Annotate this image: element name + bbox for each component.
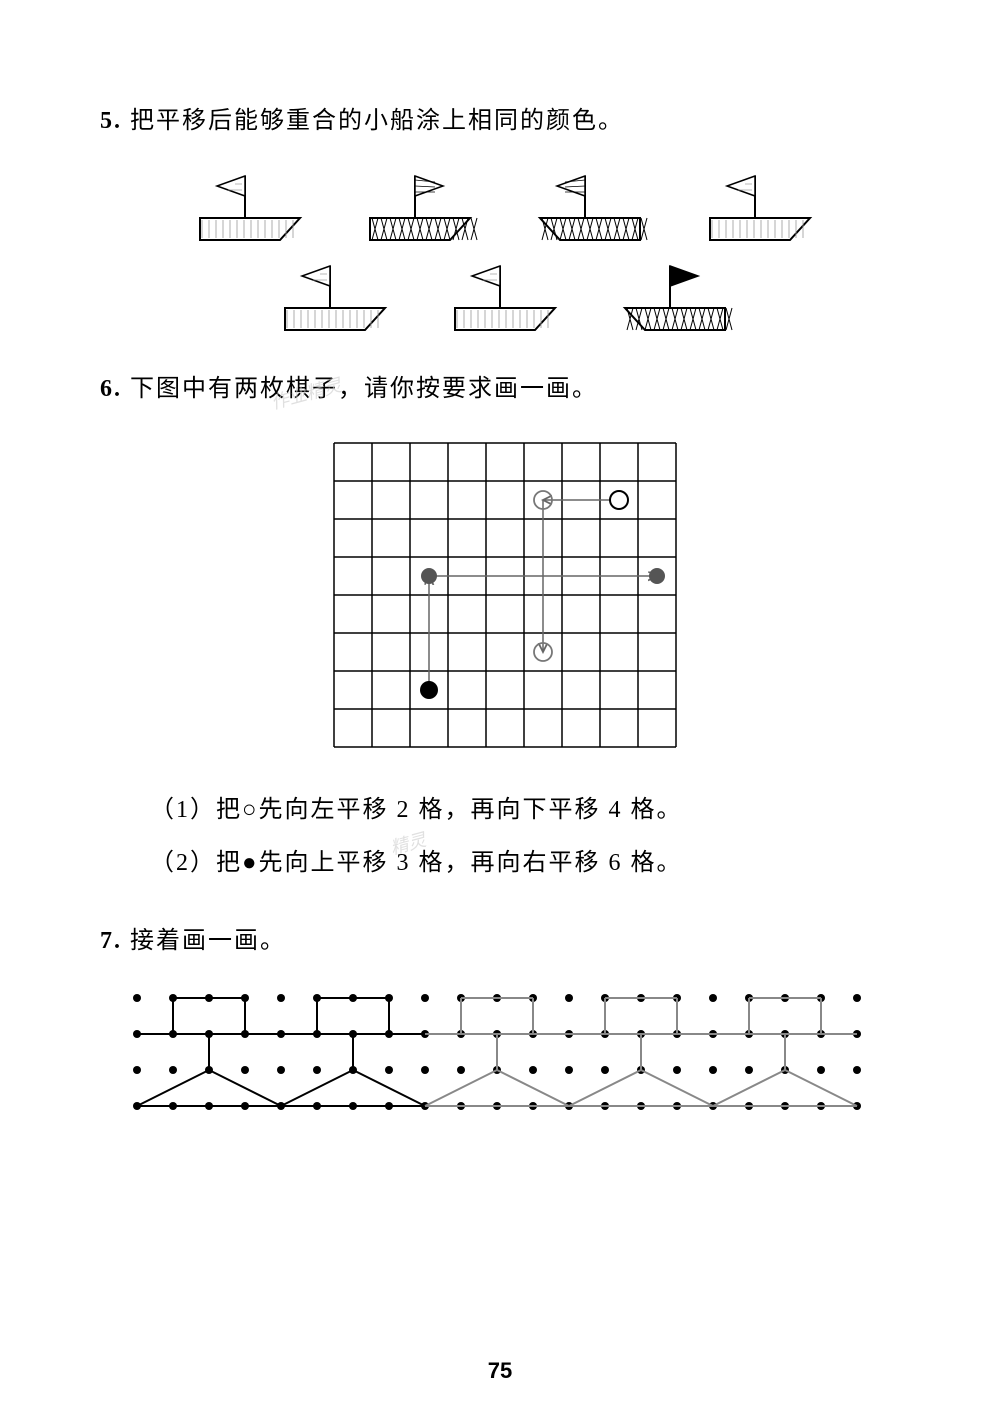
pattern-svg <box>127 988 883 1116</box>
boat-row-1 <box>100 168 910 248</box>
sub1-text: 把○先向左平移 2 格，再向下平移 4 格。 <box>216 797 683 823</box>
problem-5-text: 5. 把平移后能够重合的小船涂上相同的颜色。 <box>100 100 910 143</box>
pattern-figure <box>100 988 910 1121</box>
boats-figure <box>100 168 910 338</box>
page-number: 75 <box>0 1358 1000 1384</box>
boat-row-2 <box>100 258 910 338</box>
problem-7: 7. 接着画一画。 <box>100 920 910 1121</box>
problem-6-body: 下图中有两枚棋子，请你按要求画一画。 <box>130 376 598 402</box>
sub2-text: 把●先向上平移 3 格，再向右平移 6 格。 <box>216 850 683 876</box>
problem-7-body: 接着画一画。 <box>130 928 286 954</box>
problem-5-number: 5. <box>100 108 122 134</box>
problem-5-body: 把平移后能够重合的小船涂上相同的颜色。 <box>130 108 624 134</box>
problem-6: 6. 下图中有两枚棋子，请你按要求画一画。 （1）把○先向左平移 2 格，再向下平… <box>100 368 910 890</box>
sub1-label: （1） <box>150 797 216 823</box>
sub2-label: （2） <box>150 850 216 876</box>
problem-5: 5. 把平移后能够重合的小船涂上相同的颜色。 <box>100 100 910 338</box>
problem-6-text: 6. 下图中有两枚棋子，请你按要求画一画。 <box>100 368 910 411</box>
grid-svg <box>332 441 678 749</box>
grid-figure <box>100 441 910 754</box>
problem-7-number: 7. <box>100 928 122 954</box>
problem-6-number: 6. <box>100 376 122 402</box>
problem-6-sub2: （2）把●先向上平移 3 格，再向右平移 6 格。 <box>150 837 910 890</box>
problem-7-text: 7. 接着画一画。 <box>100 920 910 963</box>
problem-6-sub1: （1）把○先向左平移 2 格，再向下平移 4 格。 <box>150 784 910 837</box>
